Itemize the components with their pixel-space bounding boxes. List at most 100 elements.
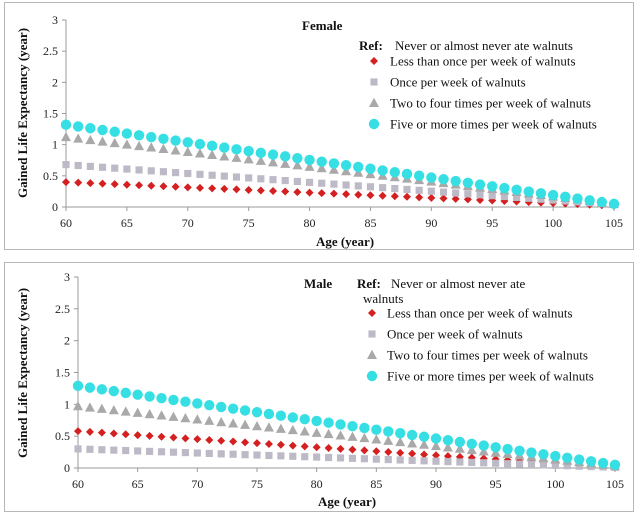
data-point-two-to-four	[419, 439, 430, 449]
legend-ref-text: Never or almost never ate walnuts	[395, 38, 573, 53]
data-point-once	[354, 182, 362, 190]
data-point-five-or-more	[535, 188, 547, 199]
data-point-less-than-once	[354, 190, 363, 199]
data-point-once	[427, 187, 435, 195]
y-tick-label: 3	[64, 270, 70, 284]
data-point-once	[336, 454, 345, 462]
data-point-two-to-four	[146, 142, 157, 152]
y-axis-title: Gained Life Expectancy (year)	[15, 28, 30, 198]
chart-title: Male	[304, 276, 332, 291]
data-point-five-or-more	[168, 394, 179, 406]
data-point-five-or-more	[371, 424, 382, 435]
data-point-less-than-once	[110, 180, 119, 189]
data-point-less-than-once	[193, 435, 202, 444]
legend-marker-five-or-more	[368, 118, 380, 130]
data-point-less-than-once	[217, 436, 226, 445]
data-point-two-to-four	[252, 420, 262, 431]
data-point-five-or-more	[255, 147, 267, 159]
data-point-five-or-more	[597, 457, 609, 469]
data-point-two-to-four	[194, 148, 205, 158]
data-point-less-than-once	[396, 448, 405, 457]
data-point-once	[74, 445, 82, 453]
data-point-five-or-more	[547, 189, 559, 201]
data-point-five-or-more	[144, 391, 155, 402]
data-point-less-than-once	[415, 193, 424, 202]
data-point-five-or-more	[311, 415, 322, 427]
data-point-less-than-once	[74, 178, 83, 187]
data-point-less-than-once	[220, 184, 229, 193]
data-point-once	[208, 171, 216, 179]
legend-label: Two to four times per week of walnuts	[390, 96, 591, 111]
data-point-five-or-more	[287, 412, 298, 423]
data-point-less-than-once	[229, 437, 238, 446]
data-point-once	[515, 460, 524, 468]
data-point-once	[217, 450, 225, 458]
data-point-less-than-once	[135, 181, 144, 190]
data-point-once	[372, 455, 380, 463]
data-point-five-or-more	[72, 121, 84, 132]
y-tick-label: 3	[52, 13, 58, 27]
data-point-once	[408, 456, 416, 464]
y-tick-label: 2.5	[55, 302, 70, 316]
chart-title: Female	[302, 18, 343, 33]
data-point-five-or-more	[562, 452, 573, 463]
data-point-once	[147, 167, 155, 175]
x-tick-label: 95	[486, 216, 498, 230]
data-point-less-than-once	[183, 183, 192, 192]
data-point-two-to-four	[243, 154, 254, 164]
data-point-once	[220, 172, 228, 180]
data-point-once	[348, 454, 357, 462]
data-point-two-to-four	[121, 139, 132, 149]
data-point-five-or-more	[109, 126, 120, 137]
data-point-less-than-once	[372, 447, 381, 456]
data-point-five-or-more	[323, 417, 334, 428]
data-point-two-to-four	[395, 436, 406, 447]
data-point-once	[159, 168, 167, 176]
data-point-five-or-more	[347, 421, 358, 432]
data-point-five-or-more	[292, 152, 303, 164]
data-point-less-than-once	[85, 427, 94, 436]
data-point-five-or-more	[584, 195, 595, 206]
data-point-five-or-more	[438, 174, 449, 185]
data-point-two-to-four	[168, 411, 179, 421]
x-tick-label: 70	[182, 216, 194, 230]
data-point-once	[241, 451, 249, 459]
data-point-two-to-four	[335, 430, 346, 440]
data-point-five-or-more	[156, 392, 167, 404]
data-point-less-than-once	[443, 452, 452, 461]
data-point-once	[452, 189, 460, 197]
data-point-once	[122, 446, 130, 455]
data-point-once	[146, 447, 154, 455]
data-point-five-or-more	[335, 419, 346, 430]
data-point-two-to-four	[478, 446, 489, 456]
data-point-five-or-more	[406, 429, 418, 441]
data-point-two-to-four	[280, 158, 291, 168]
data-point-less-than-once	[97, 428, 106, 437]
data-point-once	[325, 453, 333, 462]
data-point-five-or-more	[511, 184, 522, 196]
data-point-five-or-more	[550, 450, 561, 462]
data-point-two-to-four	[228, 418, 239, 428]
data-point-once	[527, 460, 536, 469]
data-point-five-or-more	[108, 385, 120, 397]
data-point-five-or-more	[239, 405, 251, 416]
data-point-two-to-four	[341, 166, 352, 176]
data-point-less-than-once	[305, 188, 314, 197]
data-point-once	[205, 449, 213, 457]
x-tick-label: 65	[132, 477, 144, 491]
data-point-once	[172, 169, 180, 177]
data-point-five-or-more	[450, 175, 461, 187]
data-point-two-to-four	[466, 444, 477, 455]
data-point-two-to-four	[61, 131, 71, 142]
data-point-two-to-four	[207, 149, 218, 159]
legend-marker-less-than-once	[368, 309, 376, 317]
data-point-five-or-more	[538, 449, 549, 460]
data-point-once	[181, 449, 189, 457]
data-point-once	[420, 457, 428, 465]
data-point-five-or-more	[194, 138, 206, 150]
data-point-five-or-more	[96, 384, 108, 395]
data-point-five-or-more	[426, 172, 437, 183]
data-point-once	[62, 161, 70, 169]
data-point-less-than-once	[244, 185, 253, 194]
data-point-five-or-more	[84, 382, 96, 393]
